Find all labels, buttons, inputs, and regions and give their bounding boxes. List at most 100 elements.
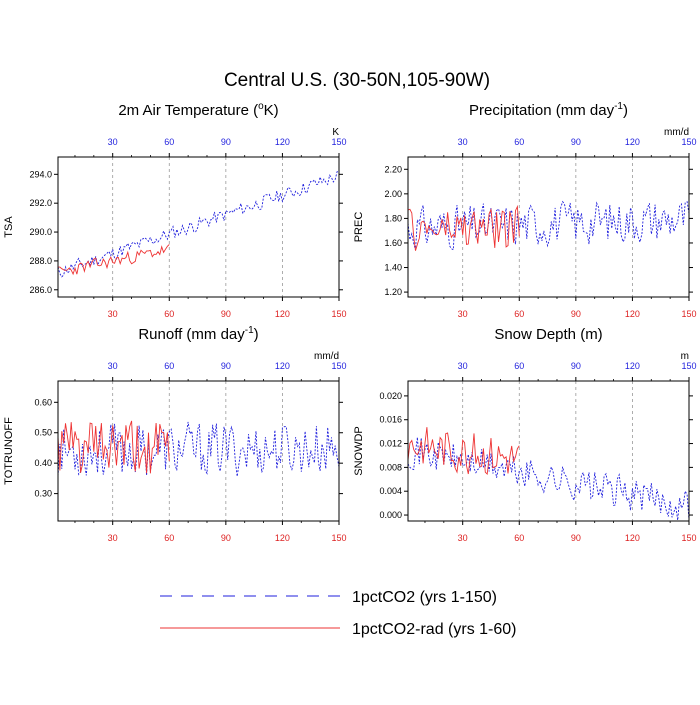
x-tick-label-top: 30 — [108, 361, 118, 371]
y-tick-label: 0.004 — [379, 486, 402, 496]
x-tick-label-top: 60 — [514, 361, 524, 371]
x-tick-label-top: 150 — [681, 137, 696, 147]
x-tick-label-bottom: 90 — [221, 533, 231, 543]
panel-title-tail: ) — [623, 102, 628, 119]
series-line-1pctco2-rad — [57, 420, 170, 474]
x-tick-label-bottom: 120 — [275, 309, 290, 319]
y-tick-label: 2.00 — [384, 189, 402, 199]
y-tick-label: 2.20 — [384, 164, 402, 174]
x-tick-label-top: 30 — [458, 361, 468, 371]
panel-title-sup: -1 — [614, 101, 623, 112]
series-line-1pctco2-rad — [407, 427, 520, 475]
panels: 2m Air Temperature (oK) K TSA 30 30 60 60 90 90 1… — [3, 101, 697, 543]
x-tick-label-bottom: 120 — [625, 309, 640, 319]
plot-frame — [57, 156, 340, 298]
panel-snowdp: Snow Depth (m) m SNOWDP 30 30 60 60 90 90 120 120 1… — [353, 326, 697, 543]
y-tick-label: 0.008 — [379, 462, 402, 472]
x-tick-label-bottom: 30 — [108, 533, 118, 543]
panel-title: Precipitation (mm day-1) — [469, 101, 628, 119]
x-tick-label-bottom: 150 — [681, 309, 696, 319]
x-tick-label-top: 120 — [275, 361, 290, 371]
y-tick-label: 0.40 — [34, 458, 52, 468]
x-tick-label-bottom: 120 — [275, 533, 290, 543]
series-line-1pctco2 — [407, 200, 690, 251]
series-line-1pctco2 — [57, 421, 340, 477]
y-tick-label: 286.0 — [29, 285, 52, 295]
y-tick-label: 1.40 — [384, 263, 402, 273]
x-tick-label-top: 150 — [681, 361, 696, 371]
x-tick-label-bottom: 90 — [221, 309, 231, 319]
y-tick-label: 292.0 — [29, 198, 52, 208]
panel-title-text: Snow Depth (m) — [494, 326, 602, 343]
series-line-1pctco2 — [407, 437, 690, 521]
y-tick-label: 0.50 — [34, 428, 52, 438]
y-axis-label: SNOWDP — [353, 426, 365, 476]
plot-frame — [407, 380, 690, 522]
panel-title-text: Precipitation (mm day — [469, 102, 615, 119]
y-tick-label: 0.020 — [379, 391, 402, 401]
panel-title-sup: -1 — [245, 325, 254, 336]
y-tick-label: 290.0 — [29, 227, 52, 237]
panel-title-tail: ) — [254, 326, 259, 343]
x-tick-label-bottom: 30 — [458, 309, 468, 319]
x-tick-label-top: 60 — [164, 361, 174, 371]
unit-label: K — [332, 127, 339, 138]
panel-tsa: 2m Air Temperature (oK) K TSA 30 30 60 60 90 90 1… — [3, 101, 347, 319]
legend-label-1pctco2: 1pctCO2 (yrs 1-150) — [352, 589, 497, 606]
y-tick-label: 1.60 — [384, 238, 402, 248]
y-axis-label: TOTRUNOFF — [3, 417, 15, 485]
unit-label: mm/d — [314, 351, 339, 362]
series-line-1pctco2-rad — [58, 244, 170, 276]
x-tick-label-top: 120 — [275, 137, 290, 147]
y-tick-label: 288.0 — [29, 256, 52, 266]
x-tick-label-bottom: 90 — [571, 309, 581, 319]
legend-label-1pctco2-rad: 1pctCO2-rad (yrs 1-60) — [352, 621, 517, 638]
x-tick-label-top: 90 — [221, 137, 231, 147]
x-tick-label-bottom: 60 — [514, 533, 524, 543]
y-tick-label: 0.012 — [379, 439, 402, 449]
x-tick-label-bottom: 120 — [625, 533, 640, 543]
x-tick-label-bottom: 60 — [514, 309, 524, 319]
panel-title-text: 2m Air Temperature ( — [118, 102, 258, 119]
x-tick-label-bottom: 150 — [331, 533, 346, 543]
series-line-1pctco2 — [57, 170, 340, 278]
x-tick-label-top: 30 — [458, 137, 468, 147]
x-tick-label-top: 150 — [331, 137, 346, 147]
y-tick-label: 0.016 — [379, 415, 402, 425]
y-tick-label: 0.30 — [34, 489, 52, 499]
panel-title: Snow Depth (m) — [494, 326, 602, 343]
unit-label: m — [681, 351, 689, 362]
panel-title-sup: o — [258, 101, 264, 112]
x-tick-label-top: 90 — [571, 361, 581, 371]
y-tick-label: 1.20 — [384, 287, 402, 297]
y-tick-label: 0.000 — [379, 510, 402, 520]
y-tick-label: 1.80 — [384, 213, 402, 223]
x-tick-label-top: 90 — [571, 137, 581, 147]
x-tick-label-bottom: 30 — [108, 309, 118, 319]
x-tick-label-bottom: 150 — [331, 309, 346, 319]
x-tick-label-bottom: 30 — [458, 533, 468, 543]
panel-title-tail: K) — [264, 102, 279, 119]
x-tick-label-bottom: 60 — [164, 309, 174, 319]
y-tick-label: 0.60 — [34, 397, 52, 407]
plot-frame — [57, 380, 340, 522]
x-tick-label-bottom: 150 — [681, 533, 696, 543]
y-axis-label: TSA — [3, 216, 15, 238]
x-tick-label-top: 30 — [108, 137, 118, 147]
plot-frame — [407, 156, 690, 298]
panel-title: 2m Air Temperature (oK) — [118, 101, 278, 119]
x-tick-label-top: 120 — [625, 137, 640, 147]
x-tick-label-top: 60 — [164, 137, 174, 147]
panel-prec: Precipitation (mm day-1) mm/d PREC 30 30 60 60… — [353, 101, 697, 319]
x-tick-label-bottom: 60 — [164, 533, 174, 543]
x-tick-label-top: 120 — [625, 361, 640, 371]
x-tick-label-bottom: 90 — [571, 533, 581, 543]
series-line-1pctco2-rad — [407, 204, 520, 251]
x-tick-label-top: 90 — [221, 361, 231, 371]
x-tick-label-top: 150 — [331, 361, 346, 371]
figure-title: Central U.S. (30-50N,105-90W) — [224, 70, 490, 91]
panel-totrunoff: Runoff (mm day-1) mm/d TOTRUNOFF 30 30 60 60 90… — [3, 325, 347, 543]
panel-title: Runoff (mm day-1) — [138, 325, 258, 343]
